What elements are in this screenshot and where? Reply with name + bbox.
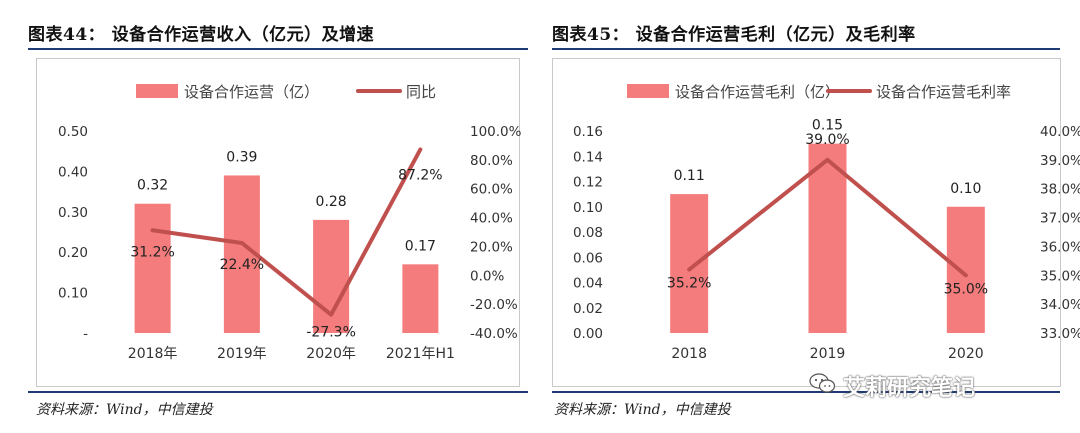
y-left-tick-label: 0.10	[573, 200, 603, 216]
y-right-tick-label: 40.0%	[1040, 124, 1080, 140]
chart-44-svg: 0.50 0.40 0.30 0.20 0.10 - 100.0% 80.0% 60.0% 40.…	[58, 83, 522, 362]
x-tick-label: 2019	[810, 346, 846, 362]
figure-45-title: 图表45： 设备合作运营毛利（亿元）及毛利率	[552, 25, 916, 45]
y-right-tick-label: 40.0%	[470, 211, 513, 227]
y-left-tick-label: -	[83, 326, 88, 342]
series-line	[150, 147, 423, 317]
figure-44-title: 图表44： 设备合作运营收入（亿元）及增速	[28, 25, 375, 45]
figure-44-panel: 图表44： 设备合作运营收入（亿元）及增速 0.50 0.40 0.30 0.20 0.…	[28, 25, 528, 418]
figure-44-source: 资料来源：Wind，中信建投	[36, 402, 213, 418]
bottom-rule	[552, 391, 1060, 393]
bar-data-label: 0.15	[812, 118, 843, 134]
line-data-label: 22.4%	[220, 257, 264, 273]
y-left-tick-label: 0.10	[58, 286, 88, 302]
legend-line-label: 同比	[406, 83, 436, 101]
legend-line-label: 设备合作运营毛利率	[876, 83, 1011, 101]
y-right-tick-label: 34.0%	[1040, 297, 1080, 313]
bar	[946, 206, 985, 333]
y-left-tick-label: 0.40	[58, 164, 88, 180]
y-right-tick-label: 38.0%	[1040, 182, 1080, 198]
line-data-label: 31.2%	[130, 244, 174, 260]
y-right-tick-label: 100.0%	[470, 124, 522, 140]
x-tick-label: 2021年H1	[386, 346, 455, 362]
y-left-tick-label: 0.06	[573, 250, 603, 266]
bar	[402, 264, 439, 333]
bar-data-label: 0.32	[137, 178, 168, 194]
y-left-tick-label: 0.00	[573, 326, 603, 342]
line-data-label: 35.0%	[944, 281, 988, 297]
y-right-tick-label: -20.0%	[470, 297, 518, 313]
line-data-label: 87.2%	[398, 167, 442, 183]
y-left-tick-label: 0.12	[573, 175, 603, 191]
bottom-rule	[28, 391, 528, 393]
wechat-icon	[809, 373, 836, 393]
y-left-tick-label: 0.08	[573, 225, 603, 241]
y-right-tick-label: 80.0%	[470, 153, 513, 169]
y-right-tick-label: -40.0%	[470, 326, 518, 342]
y-right-tick-label: 36.0%	[1040, 239, 1080, 255]
title-rule	[28, 48, 528, 50]
y-right-tick-label: 0.0%	[470, 268, 504, 284]
line-data-label: 35.2%	[667, 276, 711, 292]
y-left-tick-label: 0.14	[573, 149, 603, 165]
y-left-tick-label: 0.30	[58, 205, 88, 221]
legend-bar-label: 设备合作运营毛利（亿）	[675, 83, 840, 101]
y-right-tick-label: 20.0%	[470, 239, 513, 255]
x-tick-label: 2018	[671, 346, 707, 362]
x-tick-label: 2019年	[217, 346, 267, 362]
bar	[808, 143, 847, 333]
bar-data-label: 0.28	[316, 194, 347, 210]
bar-data-label: 0.39	[226, 149, 257, 165]
x-tick-label: 2020	[948, 346, 984, 362]
y-left-tick-label: 0.02	[573, 301, 603, 317]
bar	[670, 194, 709, 333]
y-right-tick-label: 60.0%	[470, 182, 513, 198]
y-right-tick-label: 37.0%	[1040, 211, 1080, 227]
figure-45-source: 资料来源：Wind，中信建投	[554, 402, 731, 418]
y-left-tick-label: 0.04	[573, 276, 603, 292]
bar-data-label: 0.10	[950, 181, 981, 197]
title-rule	[552, 48, 1060, 50]
series-line	[687, 157, 968, 278]
y-left-tick-label: 0.20	[58, 245, 88, 261]
line-data-label: -27.3%	[306, 325, 356, 341]
y-right-tick-label: 35.0%	[1040, 268, 1080, 284]
bar	[134, 203, 171, 333]
x-tick-label: 2020年	[306, 346, 356, 362]
chart-45-svg: 0.16 0.14 0.12 0.10 0.08 0.06 0.04 0.02 0.00 40.0…	[573, 83, 1080, 362]
x-tick-label: 2018年	[128, 346, 178, 362]
bar-data-label: 0.17	[405, 238, 436, 254]
y-left-tick-label: 0.16	[573, 124, 603, 140]
y-right-tick-label: 39.0%	[1040, 153, 1080, 169]
bar-data-label: 0.11	[674, 168, 705, 184]
watermark-text: 艾莉研究笔记	[843, 376, 976, 401]
chart-frame	[36, 58, 520, 387]
legend-bar-swatch	[136, 84, 178, 98]
figure-45-panel: 图表45： 设备合作运营毛利（亿元）及毛利率 0.16 0.14 0.12 0.10 0…	[540, 0, 1080, 433]
legend-bar-swatch	[627, 84, 669, 98]
y-right-tick-label: 33.0%	[1040, 326, 1080, 342]
y-left-tick-label: 0.50	[58, 124, 88, 140]
line-data-label: 39.0%	[805, 132, 849, 148]
legend-bar-label: 设备合作运营（亿）	[184, 83, 319, 101]
